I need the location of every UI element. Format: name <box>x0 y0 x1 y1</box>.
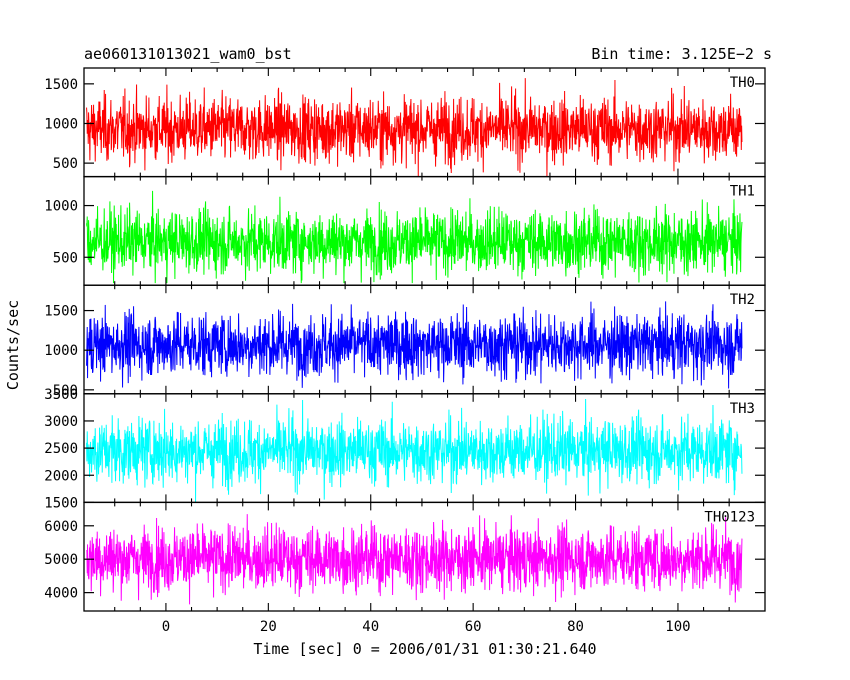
y-tick-label: 1000 <box>44 116 78 132</box>
y-tick-label: 5000 <box>44 552 78 568</box>
x-tick-label: 80 <box>567 619 584 635</box>
y-tick-label: 6000 <box>44 519 78 535</box>
y-tick-label: 500 <box>53 156 78 172</box>
y-tick-label: 2000 <box>44 468 78 484</box>
x-tick-label: 100 <box>665 619 690 635</box>
y-tick-label: 500 <box>53 250 78 266</box>
x-tick-label: 60 <box>465 619 482 635</box>
y-tick-label: 1500 <box>44 495 78 511</box>
x-axis-label: Time [sec] 0 = 2006/01/31 01:30:21.640 <box>253 640 596 658</box>
series-line-th0123 <box>86 514 743 605</box>
y-tick-label: 1000 <box>44 199 78 215</box>
y-tick-label: 1500 <box>44 77 78 93</box>
x-tick-label: 40 <box>362 619 379 635</box>
series-label-th2: TH2 <box>730 292 755 308</box>
y-axis-label: Counts/sec <box>4 300 22 390</box>
x-tick-label: 20 <box>260 619 277 635</box>
x-tick-label: 0 <box>162 619 170 635</box>
series-line-th3 <box>86 398 743 502</box>
y-tick-label: 3000 <box>44 414 78 430</box>
y-tick-label: 3500 <box>44 387 78 403</box>
panel-frame-th0123 <box>83 501 766 612</box>
series-line-th2 <box>86 301 743 389</box>
series-line-th0 <box>86 78 743 177</box>
bin-time-label: Bin time: 3.125E−2 s <box>591 45 772 63</box>
y-tick-label: 1000 <box>44 343 78 359</box>
y-tick-label: 500 <box>53 383 78 399</box>
y-tick-label: 1500 <box>44 304 78 320</box>
y-tick-label: 2500 <box>44 441 78 457</box>
series-label-th3: TH3 <box>730 401 755 417</box>
chart-title: ae060131013021_wam0_bst <box>84 45 292 63</box>
series-label-th0123: TH0123 <box>704 509 755 525</box>
series-label-th1: TH1 <box>730 184 755 200</box>
y-tick-label: 4000 <box>44 586 78 602</box>
series-line-th1 <box>86 190 743 284</box>
series-label-th0: TH0 <box>730 75 755 91</box>
